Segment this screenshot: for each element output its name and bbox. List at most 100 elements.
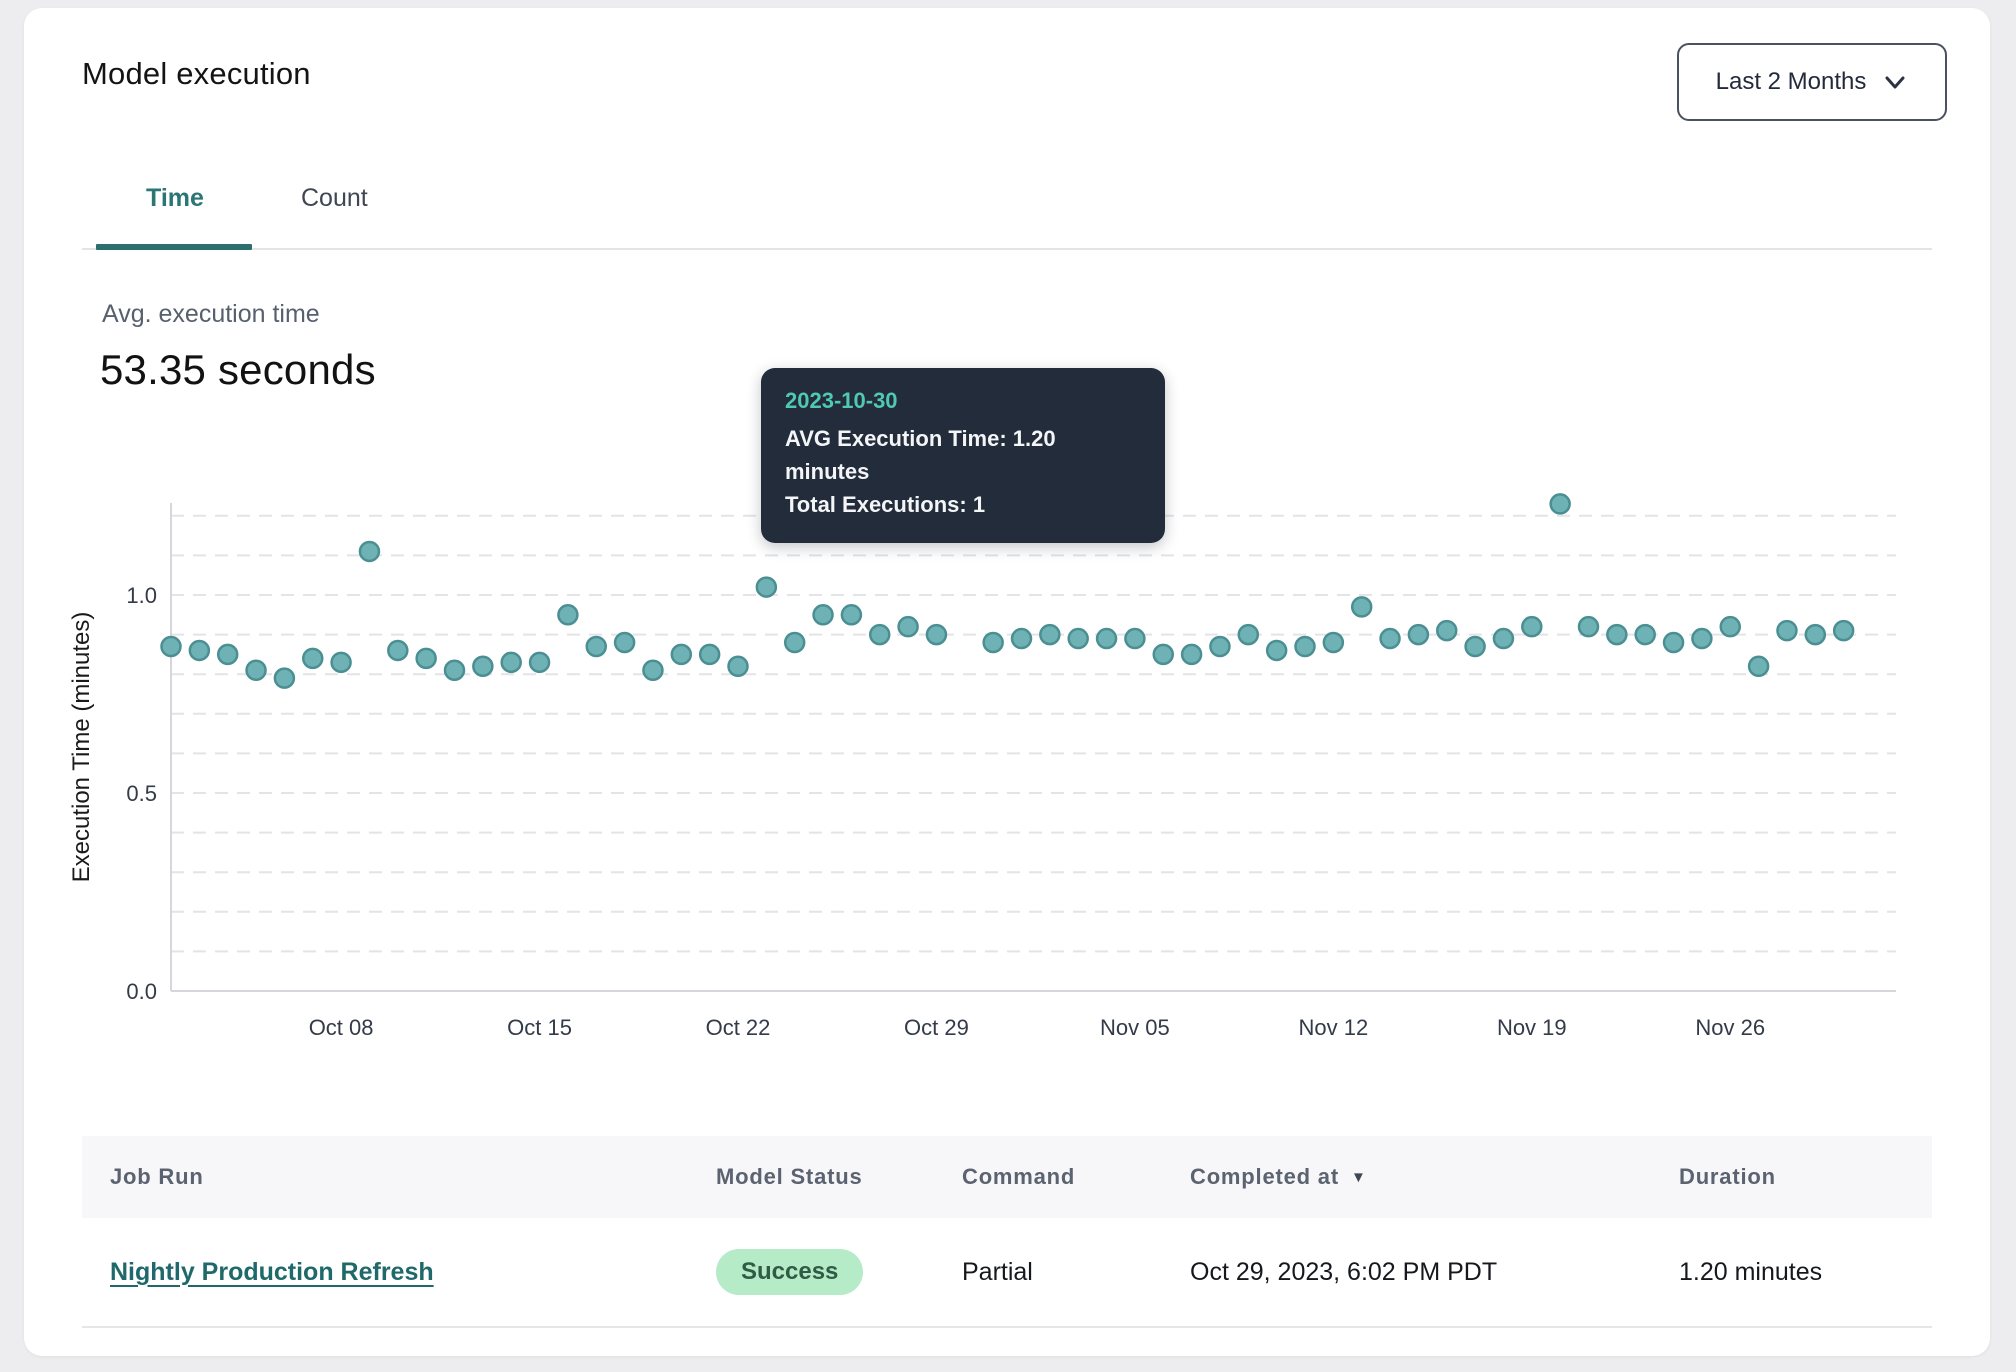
execution-time-chart[interactable]: 0.0 0.5 1.0 Oct 08 Oct 15 Oct 22 Oct 29 Nov 05 N…: [44, 483, 1964, 1058]
data-point[interactable]: [1067, 627, 1089, 650]
data-point[interactable]: [585, 635, 607, 658]
data-point[interactable]: [613, 631, 636, 654]
data-point[interactable]: [1436, 619, 1458, 642]
data-point[interactable]: [1549, 493, 1571, 515]
y-axis-tick: 0.0: [126, 979, 157, 1004]
data-point[interactable]: [642, 659, 664, 681]
data-point[interactable]: [500, 651, 522, 674]
x-axis-tick: Oct 08: [309, 1015, 374, 1040]
column-header-model-status[interactable]: Model Status: [716, 1164, 863, 1189]
y-axis-tick: 0.5: [126, 781, 157, 806]
data-point[interactable]: [1804, 623, 1827, 646]
data-point[interactable]: [1407, 623, 1430, 646]
data-point[interactable]: [387, 639, 409, 662]
data-point[interactable]: [840, 604, 863, 626]
completed-at-cell: Oct 29, 2023, 6:02 PM PDT: [1190, 1257, 1498, 1286]
chart-area: 0.0 0.5 1.0 Oct 08 Oct 15 Oct 22 Oct 29 Nov 05 N…: [44, 483, 1964, 1058]
chevron-down-icon: [1885, 76, 1905, 89]
data-point[interactable]: [982, 631, 1004, 654]
data-point[interactable]: [1209, 635, 1231, 658]
x-axis-tick: Oct 15: [507, 1015, 572, 1040]
data-point[interactable]: [1606, 623, 1628, 646]
data-point[interactable]: [1124, 627, 1146, 650]
data-point[interactable]: [897, 615, 919, 638]
data-point[interactable]: [245, 659, 267, 681]
avg-execution-time-label: Avg. execution time: [102, 300, 320, 328]
data-point[interactable]: [216, 643, 239, 666]
data-point[interactable]: [670, 643, 693, 666]
data-point[interactable]: [755, 576, 778, 598]
tooltip-avg-time: AVG Execution Time: 1.20 minutes: [785, 426, 1056, 484]
table-header-row: Job Run Model Status Command Completed a…: [82, 1136, 1932, 1218]
data-point[interactable]: [1010, 627, 1033, 650]
data-point[interactable]: [1180, 643, 1203, 666]
data-point[interactable]: [330, 651, 352, 674]
data-point[interactable]: [1350, 596, 1373, 618]
date-range-value: Last 2 Months: [1715, 68, 1867, 95]
y-axis-tick: 1.0: [126, 583, 157, 608]
job-runs-table: Job Run Model Status Command Completed a…: [82, 1136, 1932, 1328]
x-axis-tick: Nov 26: [1695, 1015, 1765, 1040]
data-point[interactable]: [557, 604, 579, 626]
job-run-link[interactable]: Nightly Production Refresh: [110, 1257, 434, 1286]
table-row: Nightly Production Refresh Success Parti…: [82, 1218, 1932, 1328]
tab-count[interactable]: Count: [301, 184, 368, 212]
data-point[interactable]: [358, 540, 381, 563]
chart-tooltip: 2023-10-30 AVG Execution Time: 1.20 minu…: [761, 368, 1165, 543]
data-point[interactable]: [812, 604, 834, 626]
data-point[interactable]: [1634, 623, 1656, 646]
x-axis-tick: Nov 05: [1100, 1015, 1170, 1040]
x-axis-tick: Oct 29: [904, 1015, 969, 1040]
data-point[interactable]: [698, 643, 721, 666]
data-point[interactable]: [727, 655, 749, 678]
tooltip-total-executions: Total Executions: 1: [785, 492, 986, 517]
data-point[interactable]: [1294, 635, 1316, 658]
data-point[interactable]: [783, 631, 806, 654]
data-point[interactable]: [273, 667, 296, 689]
data-point[interactable]: [925, 623, 948, 646]
data-point[interactable]: [443, 659, 466, 681]
page-title: Model execution: [82, 56, 311, 91]
column-header-duration[interactable]: Duration: [1679, 1164, 1776, 1189]
data-point[interactable]: [188, 639, 211, 662]
active-tab-indicator: [96, 244, 252, 250]
tooltip-date: 2023-10-30: [785, 388, 898, 413]
data-point[interactable]: [1521, 615, 1543, 638]
data-point[interactable]: [1776, 619, 1798, 642]
data-point[interactable]: [1095, 627, 1118, 650]
data-point[interactable]: [1747, 655, 1770, 678]
column-header-completed-at[interactable]: Completed at ▼: [1190, 1164, 1367, 1189]
tab-time[interactable]: Time: [146, 184, 204, 212]
data-point[interactable]: [869, 623, 891, 646]
data-point[interactable]: [1152, 643, 1174, 666]
data-point[interactable]: [1265, 639, 1288, 662]
data-point[interactable]: [1039, 623, 1061, 646]
date-range-dropdown[interactable]: Last 2 Months: [1677, 43, 1947, 121]
x-axis-tick: Nov 19: [1497, 1015, 1567, 1040]
status-badge: Success: [716, 1249, 864, 1295]
avg-execution-time-value: 53.35 seconds: [100, 346, 376, 393]
data-point[interactable]: [1832, 619, 1855, 642]
data-point[interactable]: [472, 655, 494, 678]
column-header-command[interactable]: Command: [962, 1164, 1076, 1189]
y-axis-label: Execution Time (minutes): [68, 612, 95, 883]
data-point[interactable]: [415, 647, 437, 670]
tabs-divider: [82, 248, 1932, 250]
data-point[interactable]: [1662, 631, 1685, 654]
data-point[interactable]: [1577, 615, 1600, 638]
data-point[interactable]: [160, 635, 182, 658]
sort-desc-icon[interactable]: ▼: [1350, 1168, 1367, 1186]
duration-cell: 1.20 minutes: [1679, 1257, 1823, 1286]
data-point[interactable]: [1719, 615, 1741, 638]
data-point[interactable]: [302, 647, 324, 670]
data-point[interactable]: [1379, 627, 1401, 650]
model-execution-card: Model execution Last 2 Months Time Count…: [24, 8, 1990, 1356]
column-header-job-run[interactable]: Job Run: [110, 1164, 204, 1189]
data-point[interactable]: [1464, 635, 1486, 658]
data-point[interactable]: [1691, 627, 1713, 650]
data-point[interactable]: [1322, 631, 1345, 654]
x-axis-tick: Oct 22: [706, 1015, 771, 1040]
data-point[interactable]: [1237, 623, 1260, 646]
data-point[interactable]: [528, 651, 551, 674]
data-point[interactable]: [1492, 627, 1515, 650]
